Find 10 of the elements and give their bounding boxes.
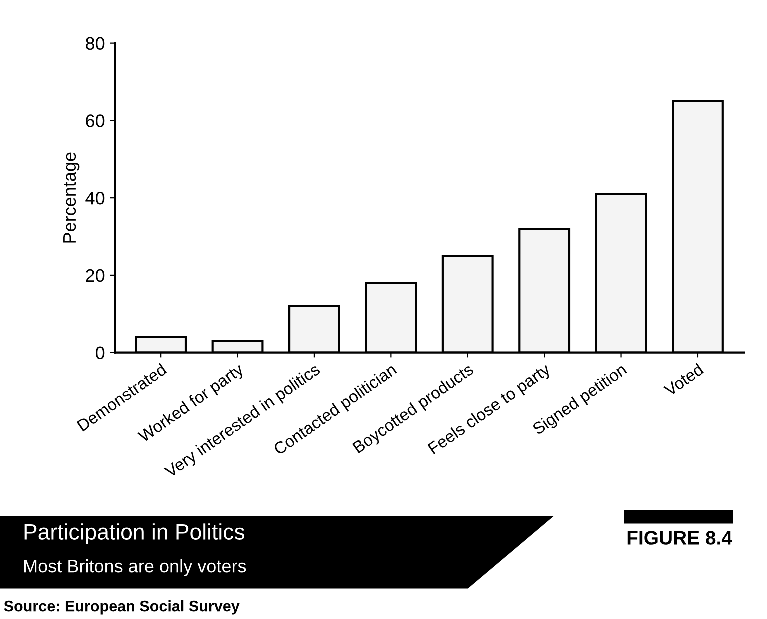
text: Most Britons are only voters bbox=[24, 559, 246, 576]
y-axis-title: Percentage bbox=[64, 152, 80, 243]
y-tick-label: 40 bbox=[86, 192, 105, 205]
source-note: Source: European Social Survey bbox=[4, 600, 240, 615]
caption: FIGURE 8.4 bbox=[628, 531, 732, 545]
y-tick-label: 60 bbox=[86, 114, 105, 128]
y-tick-label: 0 bbox=[96, 346, 105, 360]
text: Participation in Politics bbox=[24, 524, 245, 544]
y-tick-label: 80 bbox=[86, 37, 105, 50]
y-tick-label: 20 bbox=[86, 269, 105, 282]
